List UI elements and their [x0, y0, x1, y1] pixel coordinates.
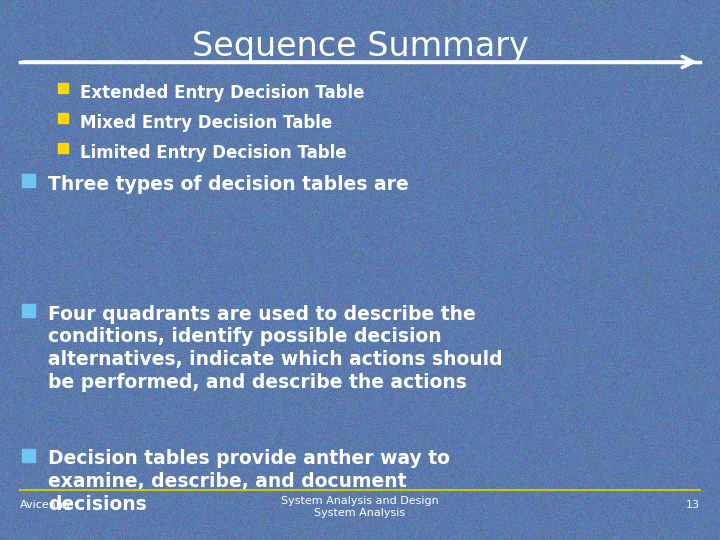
- Bar: [58, 113, 68, 123]
- Text: System Analysis and Design
System Analysis: System Analysis and Design System Analys…: [281, 496, 439, 518]
- Bar: [22, 173, 35, 186]
- Bar: [58, 83, 68, 93]
- Text: Sequence Summary: Sequence Summary: [192, 30, 528, 63]
- Text: Three types of decision tables are: Three types of decision tables are: [48, 174, 409, 193]
- Text: Limited Entry Decision Table: Limited Entry Decision Table: [80, 144, 346, 162]
- Text: Avicenna: Avicenna: [20, 500, 71, 510]
- Text: Extended Entry Decision Table: Extended Entry Decision Table: [80, 84, 364, 102]
- Bar: [22, 449, 35, 462]
- Bar: [22, 303, 35, 316]
- Bar: [58, 143, 68, 153]
- Text: Four quadrants are used to describe the
conditions, identify possible decision
a: Four quadrants are used to describe the …: [48, 305, 503, 391]
- Text: 13: 13: [686, 500, 700, 510]
- Text: Decision tables provide anther way to
examine, describe, and document
decisions: Decision tables provide anther way to ex…: [48, 449, 450, 514]
- Text: Mixed Entry Decision Table: Mixed Entry Decision Table: [80, 114, 332, 132]
